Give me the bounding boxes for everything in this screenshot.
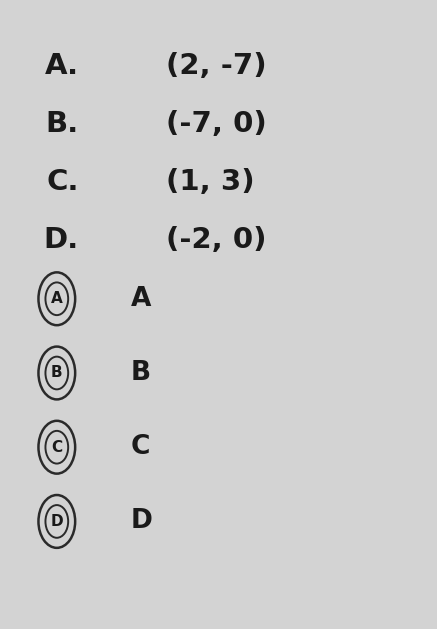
Text: (1, 3): (1, 3) (166, 168, 255, 196)
Text: B: B (131, 360, 151, 386)
Circle shape (45, 505, 68, 538)
Text: D: D (131, 508, 153, 535)
Circle shape (45, 282, 68, 315)
Text: B: B (51, 365, 62, 381)
Circle shape (38, 272, 75, 325)
Text: A: A (131, 286, 152, 312)
Text: (-7, 0): (-7, 0) (166, 110, 267, 138)
Text: A.: A. (45, 52, 79, 80)
Circle shape (45, 431, 68, 464)
Text: C: C (131, 434, 150, 460)
Text: A: A (51, 291, 62, 306)
Text: B.: B. (45, 110, 79, 138)
Text: D: D (51, 514, 63, 529)
Text: C.: C. (46, 168, 79, 196)
Circle shape (38, 421, 75, 474)
Text: (-2, 0): (-2, 0) (166, 226, 267, 253)
Text: (2, -7): (2, -7) (166, 52, 267, 80)
Circle shape (45, 357, 68, 389)
Circle shape (38, 347, 75, 399)
Circle shape (38, 495, 75, 548)
Text: C: C (51, 440, 62, 455)
Text: D.: D. (43, 226, 79, 253)
